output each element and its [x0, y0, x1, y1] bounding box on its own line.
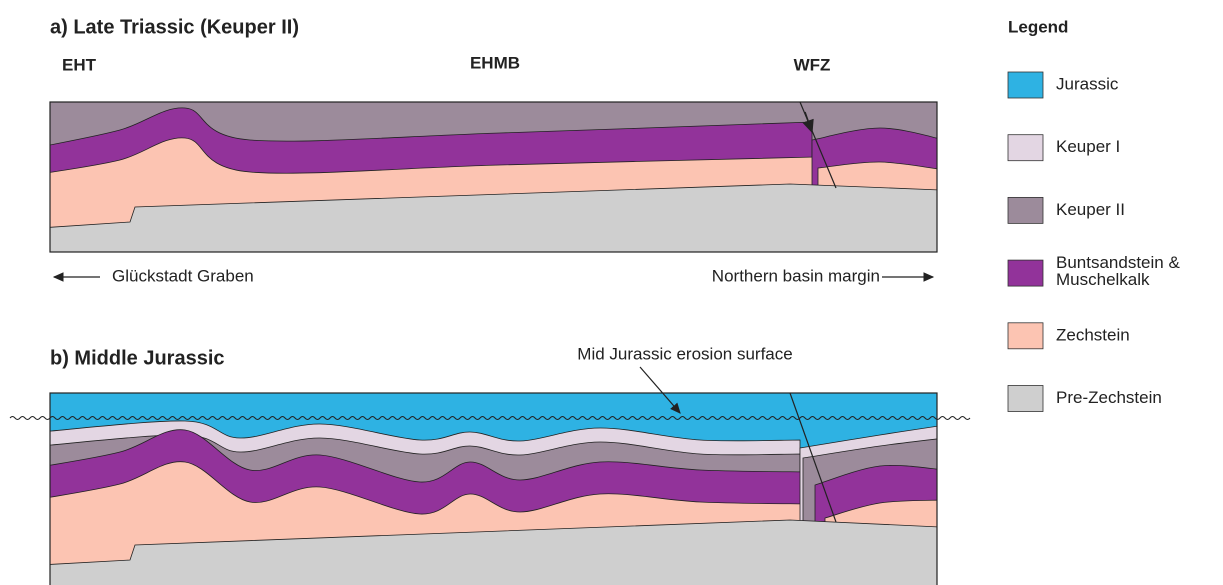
legend-swatch [1008, 72, 1043, 98]
legend-swatch [1008, 323, 1043, 349]
legend-label: Jurassic [1056, 74, 1119, 93]
panel-title: b) Middle Jurassic [50, 347, 225, 369]
diagram: a) Late Triassic (Keuper II) EHT EHMB WF… [0, 0, 1223, 585]
legend-label: Keuper I [1056, 137, 1120, 156]
legend-label: Zechstein [1056, 325, 1130, 344]
direction-label: Glückstadt Graben [112, 266, 254, 285]
structure-label: EHT [62, 55, 97, 74]
legend-label: Keuper II [1056, 200, 1125, 219]
legend-swatch [1008, 386, 1043, 412]
legend-swatch [1008, 260, 1043, 286]
legend-label: Pre-Zechstein [1056, 388, 1162, 407]
legend-title: Legend [1008, 17, 1068, 36]
direction-label: Northern basin margin [712, 266, 880, 285]
panel-title: a) Late Triassic (Keuper II) [50, 16, 299, 38]
structure-label: EHMB [470, 53, 520, 72]
annotation: Mid Jurassic erosion surface [577, 344, 792, 363]
section-b [40, 385, 950, 585]
structure-label: WFZ [794, 55, 831, 74]
legend-swatch [1008, 197, 1043, 223]
section-a [40, 95, 950, 265]
legend-label: Buntsandstein &Muschelkalk [1056, 254, 1180, 290]
legend: Jurassic Keuper I Keuper II Buntsandstein &… [1008, 72, 1180, 412]
legend-swatch [1008, 135, 1043, 161]
